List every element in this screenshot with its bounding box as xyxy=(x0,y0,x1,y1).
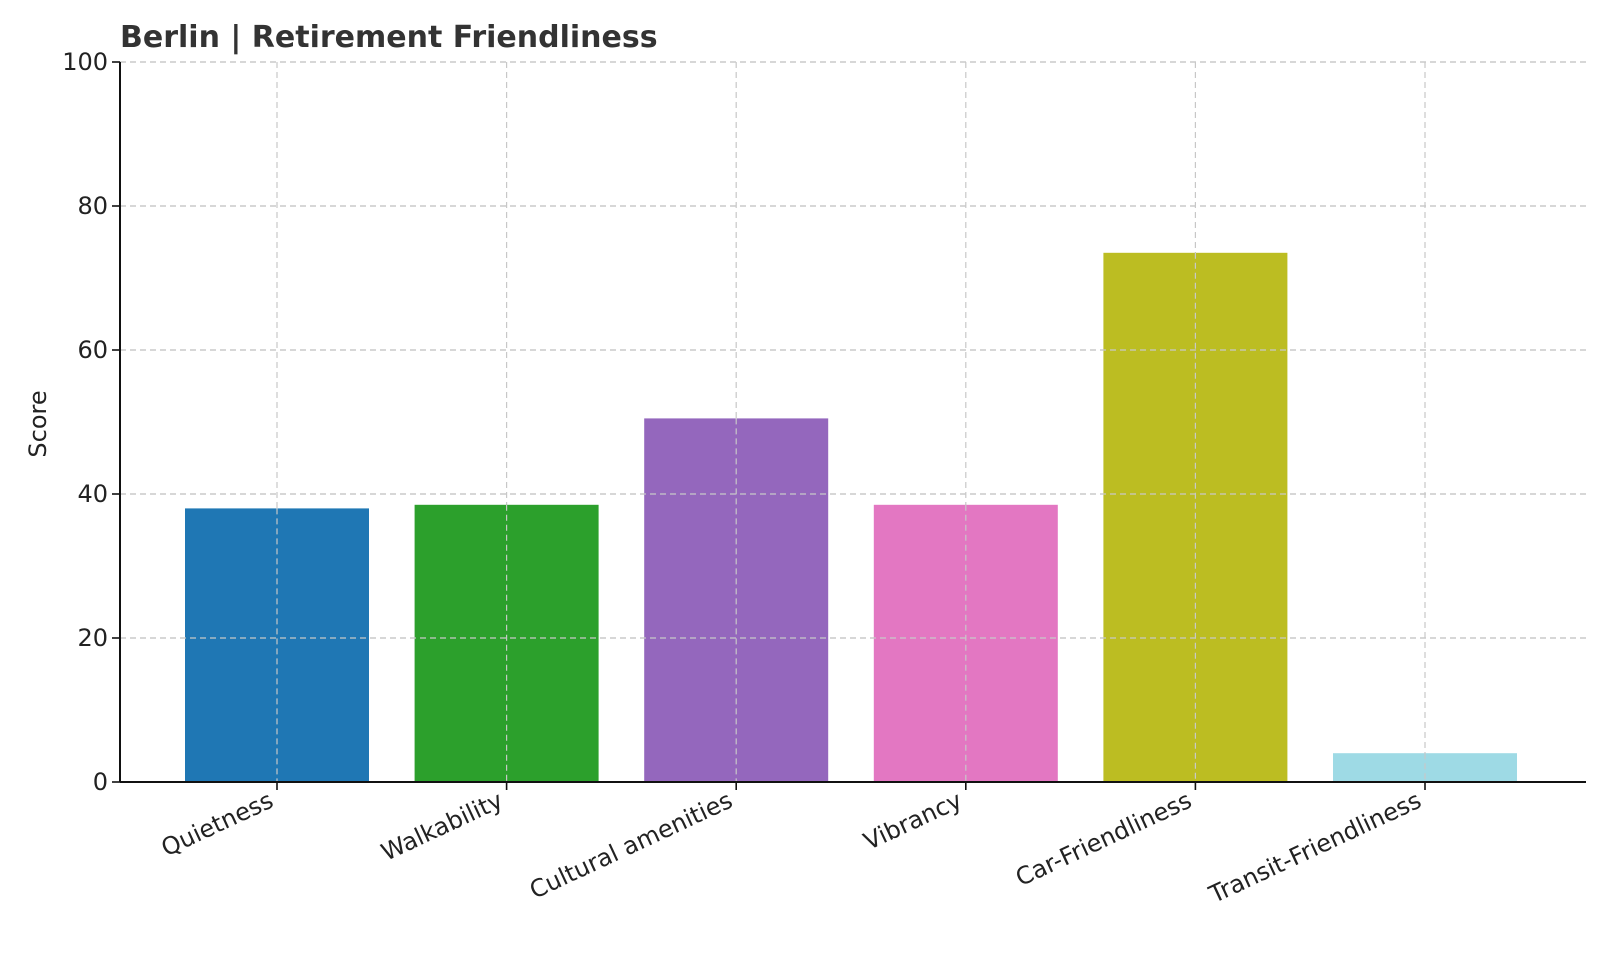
x-tick-label: Cultural amenities xyxy=(525,786,736,904)
x-tick-label: Transit-Friendliness xyxy=(1204,786,1425,909)
x-tick-labels: Quietness Walkability Cultural amenities Vi… xyxy=(157,786,1426,909)
y-tick-label: 100 xyxy=(62,48,108,76)
axes xyxy=(112,61,1586,790)
x-tick-label: Vibrancy xyxy=(859,786,966,856)
x-tick-label: Walkability xyxy=(377,786,507,867)
chart-title: Berlin | Retirement Friendliness xyxy=(120,20,658,55)
y-tick-labels: 0 20 40 60 80 100 xyxy=(62,48,108,796)
x-tick-label: Car-Friendliness xyxy=(1011,786,1196,892)
y-tick-label: 80 xyxy=(77,192,108,220)
y-tick-label: 20 xyxy=(77,624,108,652)
y-tick-label: 40 xyxy=(77,480,108,508)
y-tick-label: 0 xyxy=(93,768,108,796)
x-tick-label: Quietness xyxy=(157,786,278,862)
y-tick-label: 60 xyxy=(77,336,108,364)
bars xyxy=(120,61,1586,783)
y-axis-label: Score xyxy=(24,390,52,457)
